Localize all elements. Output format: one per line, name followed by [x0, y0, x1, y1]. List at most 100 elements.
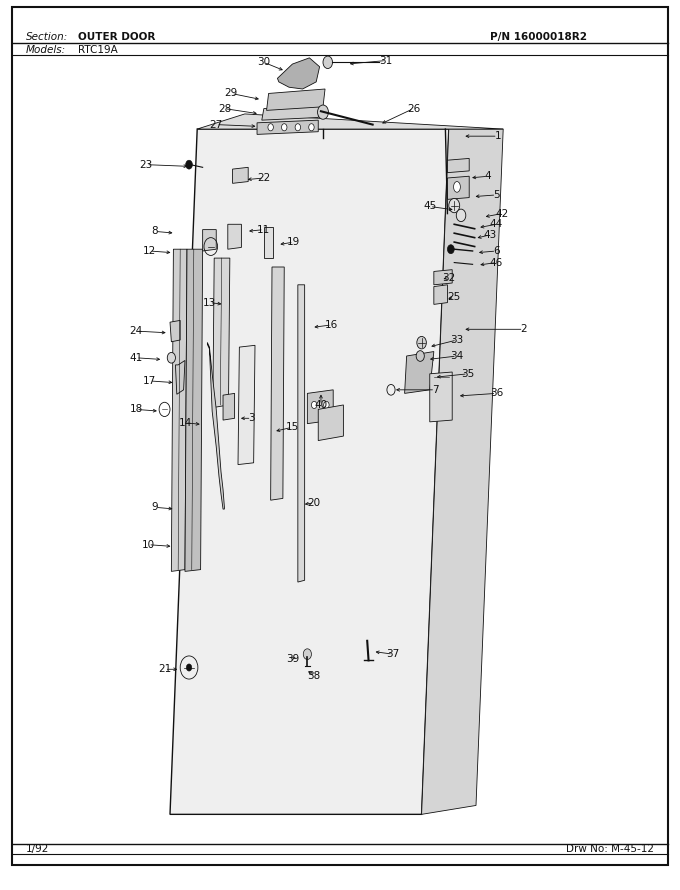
Text: 29: 29: [224, 88, 238, 99]
Circle shape: [324, 401, 329, 409]
Circle shape: [456, 209, 466, 222]
Polygon shape: [170, 320, 180, 342]
Text: OUTER DOOR: OUTER DOOR: [78, 32, 156, 43]
Text: 16: 16: [325, 320, 339, 330]
Polygon shape: [264, 227, 273, 258]
Polygon shape: [434, 285, 447, 304]
Text: 35: 35: [461, 368, 475, 379]
Text: 2: 2: [520, 324, 527, 335]
Text: 46: 46: [490, 257, 503, 268]
Polygon shape: [171, 249, 187, 571]
Polygon shape: [223, 393, 235, 420]
Polygon shape: [197, 114, 503, 129]
Text: 5: 5: [493, 190, 500, 200]
Circle shape: [416, 351, 424, 361]
Text: 39: 39: [286, 653, 299, 664]
Text: 34: 34: [450, 351, 464, 361]
Text: 32: 32: [442, 272, 456, 283]
Circle shape: [303, 649, 311, 659]
Text: 27: 27: [209, 119, 223, 130]
Text: 17: 17: [143, 376, 156, 386]
Text: Models:: Models:: [26, 44, 66, 55]
Text: 15: 15: [286, 422, 299, 433]
Text: 36: 36: [490, 388, 503, 399]
Text: Drw No: M-45-12: Drw No: M-45-12: [566, 844, 654, 854]
Polygon shape: [170, 129, 449, 814]
Text: 19: 19: [287, 237, 301, 247]
Circle shape: [323, 56, 333, 69]
Circle shape: [311, 401, 317, 409]
Text: 33: 33: [450, 335, 464, 345]
Circle shape: [282, 124, 287, 131]
Text: 42: 42: [495, 208, 509, 219]
Text: 7: 7: [432, 384, 439, 395]
Text: 28: 28: [218, 103, 231, 114]
Polygon shape: [422, 129, 503, 814]
Polygon shape: [271, 267, 284, 500]
Text: 41: 41: [129, 352, 143, 363]
Circle shape: [309, 124, 314, 131]
Text: 6: 6: [493, 246, 500, 256]
Text: 9: 9: [152, 502, 158, 513]
Polygon shape: [277, 58, 320, 89]
Polygon shape: [213, 258, 230, 408]
Polygon shape: [203, 230, 216, 251]
Text: 24: 24: [129, 326, 143, 336]
Polygon shape: [267, 89, 325, 110]
Text: 8: 8: [152, 226, 158, 237]
Text: 43: 43: [483, 230, 496, 240]
Text: 13: 13: [203, 297, 216, 308]
Polygon shape: [318, 405, 343, 441]
Circle shape: [167, 352, 175, 363]
Text: 22: 22: [257, 173, 271, 183]
Polygon shape: [233, 167, 248, 183]
Text: 23: 23: [139, 159, 153, 170]
Circle shape: [447, 245, 454, 254]
Circle shape: [295, 124, 301, 131]
Polygon shape: [307, 390, 333, 424]
Text: 25: 25: [447, 292, 461, 303]
Polygon shape: [207, 343, 224, 509]
Polygon shape: [447, 158, 469, 173]
Text: RTC19A: RTC19A: [78, 44, 118, 55]
Text: 21: 21: [158, 664, 171, 675]
Text: 20: 20: [307, 498, 321, 508]
Polygon shape: [228, 224, 241, 249]
Polygon shape: [257, 120, 318, 134]
Polygon shape: [447, 176, 469, 199]
Polygon shape: [175, 360, 185, 394]
Text: P/N 16000018R2: P/N 16000018R2: [490, 32, 587, 43]
Ellipse shape: [454, 182, 460, 192]
Polygon shape: [298, 285, 305, 582]
Text: 37: 37: [386, 649, 400, 659]
Polygon shape: [434, 270, 452, 285]
Text: 3: 3: [248, 413, 255, 424]
Polygon shape: [238, 345, 255, 465]
Text: 11: 11: [257, 224, 271, 235]
Text: Section:: Section:: [26, 32, 68, 43]
Circle shape: [186, 160, 192, 169]
Text: 26: 26: [407, 103, 420, 114]
Text: 40: 40: [314, 400, 328, 410]
Text: 45: 45: [423, 201, 437, 212]
Text: 31: 31: [379, 55, 393, 66]
Text: 44: 44: [490, 219, 503, 230]
Text: 30: 30: [257, 57, 271, 68]
Text: 14: 14: [178, 417, 192, 428]
Text: 1/92: 1/92: [26, 844, 49, 854]
Polygon shape: [405, 352, 434, 393]
Polygon shape: [262, 105, 321, 120]
Text: 1: 1: [494, 131, 501, 142]
Polygon shape: [430, 372, 452, 422]
Text: 12: 12: [143, 246, 156, 256]
Text: 18: 18: [129, 404, 143, 415]
Text: 4: 4: [485, 171, 492, 182]
Text: 38: 38: [307, 671, 321, 682]
Circle shape: [186, 664, 192, 671]
Polygon shape: [185, 249, 203, 571]
Circle shape: [449, 198, 460, 213]
Text: 10: 10: [141, 539, 155, 550]
Circle shape: [417, 336, 426, 349]
Circle shape: [268, 124, 273, 131]
Circle shape: [318, 105, 328, 119]
